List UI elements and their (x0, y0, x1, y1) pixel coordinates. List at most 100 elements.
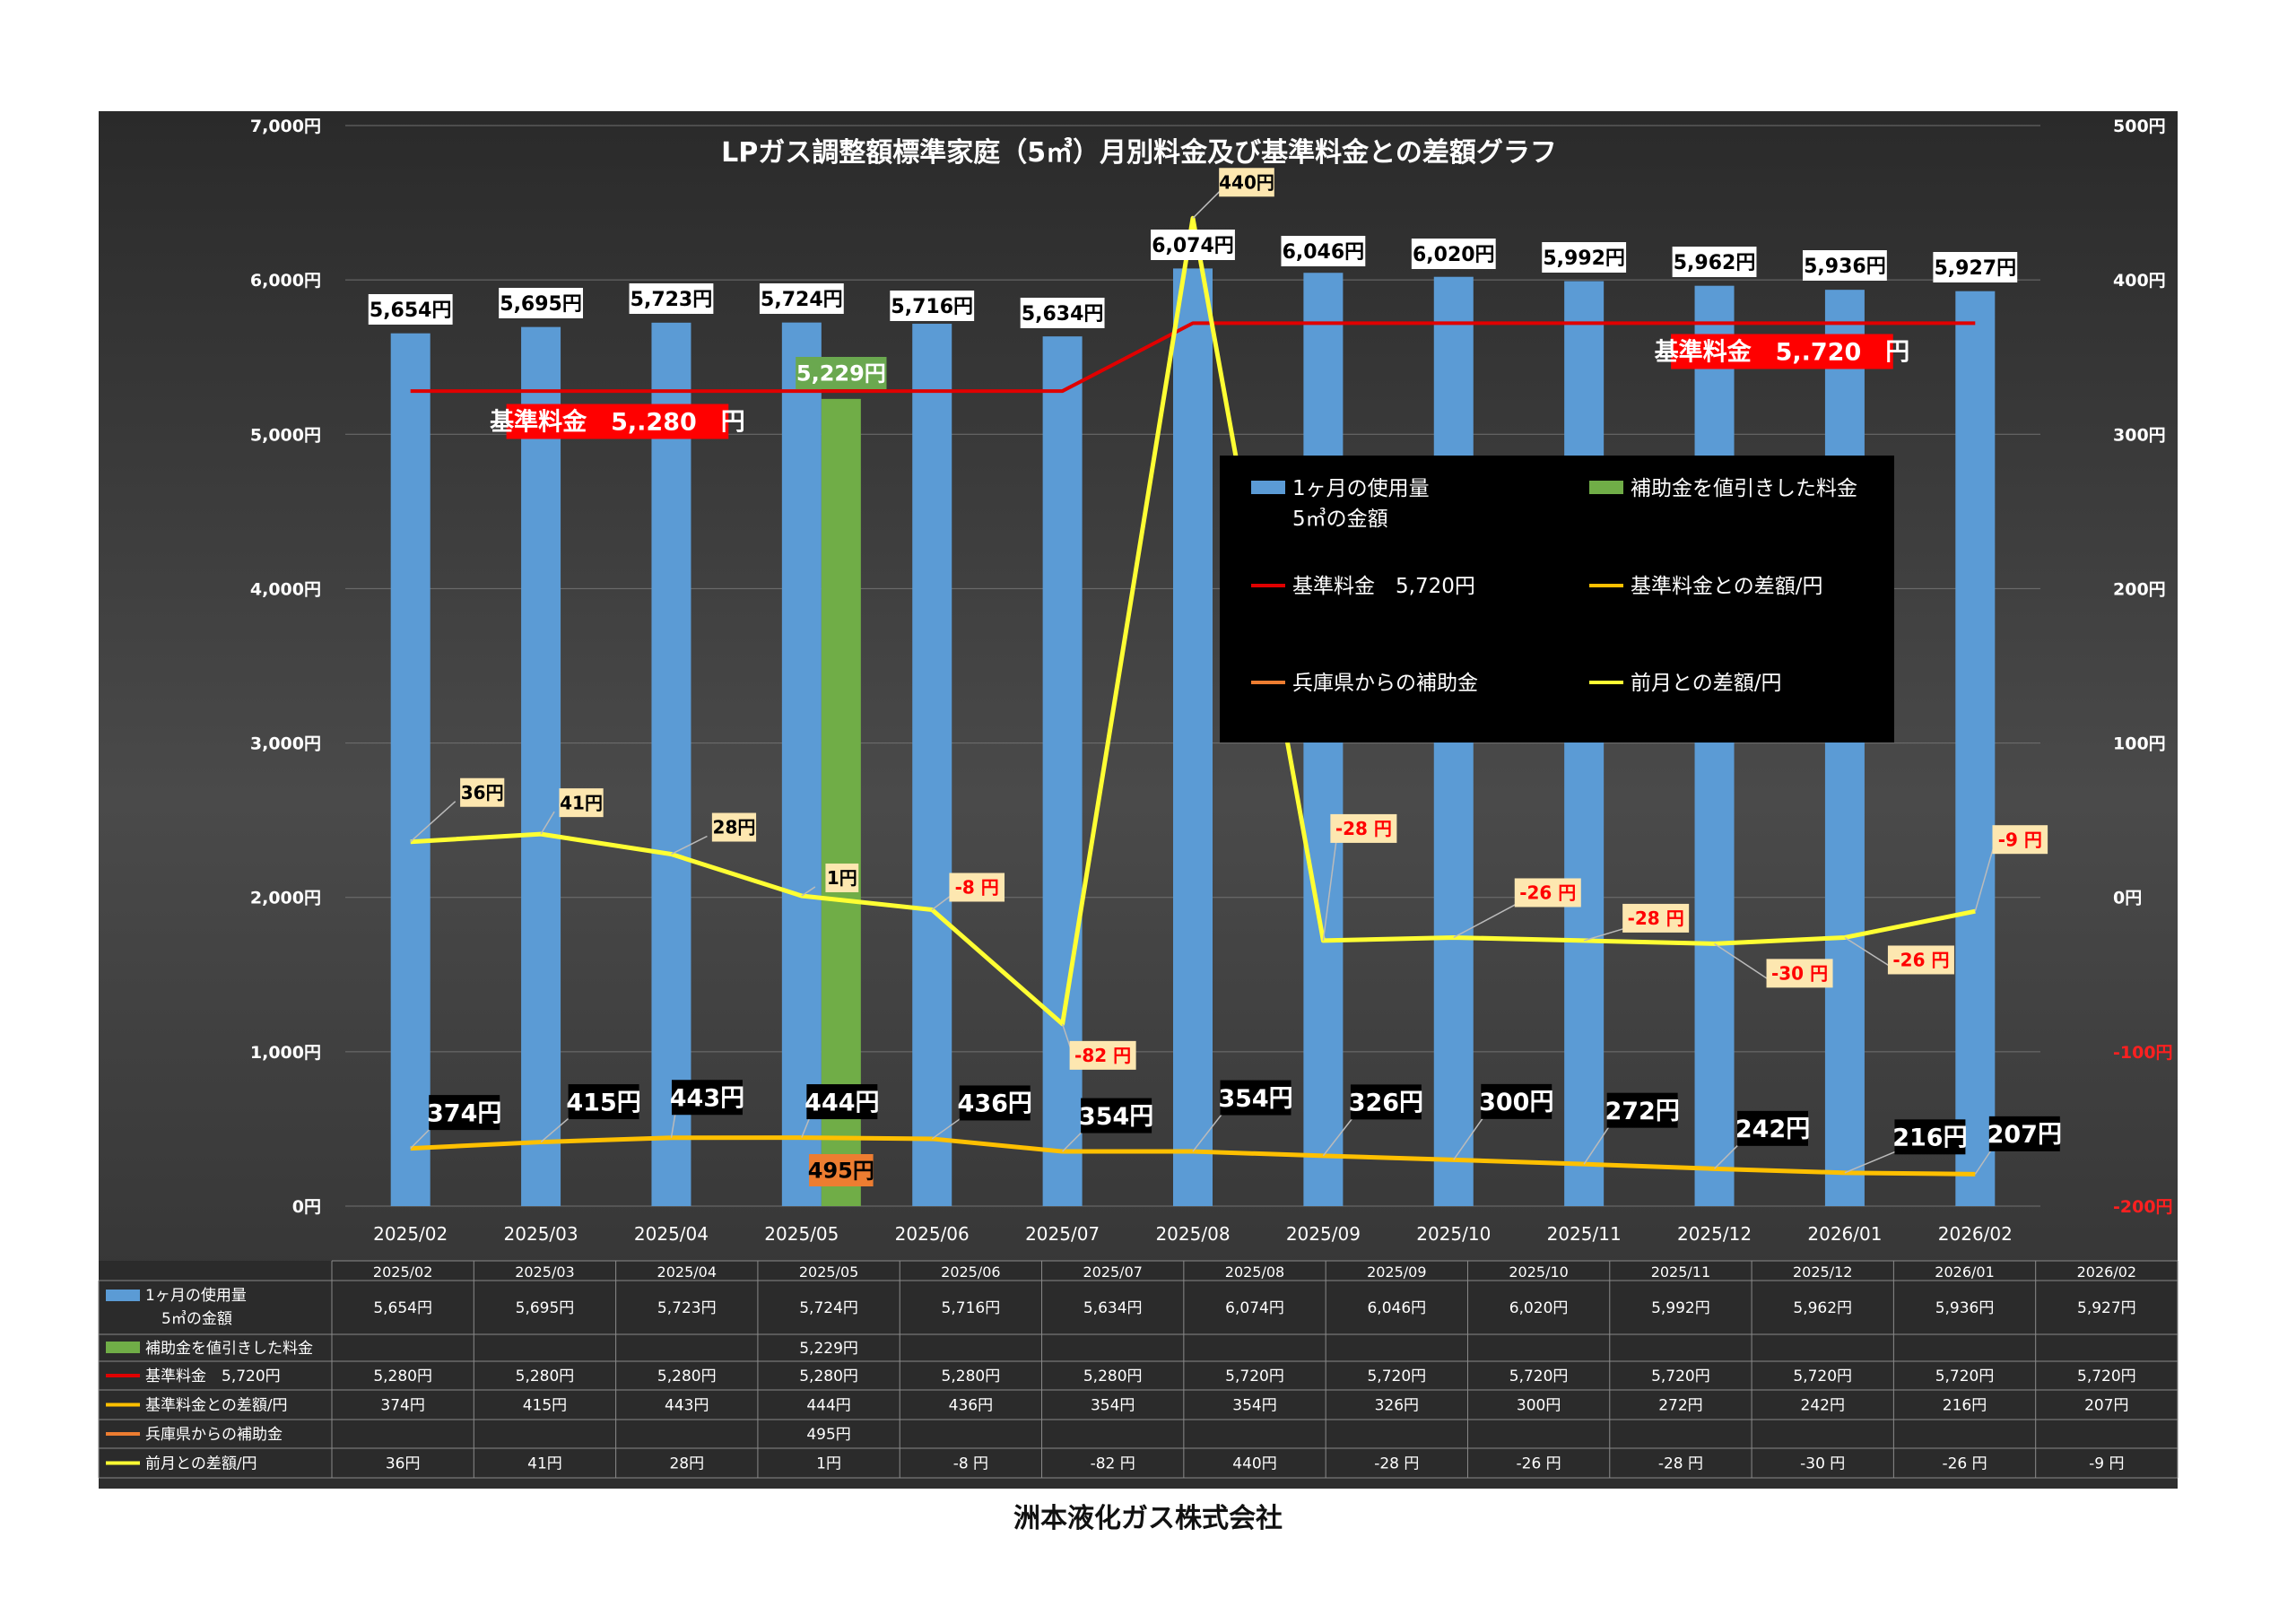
subsidized-data-label: 5,229円 (796, 357, 887, 389)
diff-from-prev-label: 41円 (559, 788, 604, 818)
table-cell: -82 円 (1091, 1455, 1135, 1473)
legend-item: 基準料金 5,720円 (1251, 575, 1475, 598)
svg-text:495円: 495円 (808, 1159, 874, 1184)
legend-item: 補助金を値引きした料金 (1589, 477, 1857, 500)
diff-from-base-label: 326円 (1349, 1084, 1423, 1120)
subsidy-data-label: 495円 (808, 1154, 874, 1186)
x-tick-label: 2026/01 (1807, 1223, 1882, 1245)
svg-text:-8 円: -8 円 (955, 877, 999, 899)
data-table (99, 1261, 2178, 1478)
svg-text:基準料金との差額/円: 基準料金との差額/円 (145, 1397, 288, 1415)
label-leader-line (1453, 900, 1522, 939)
label-leader-line (1714, 1141, 1743, 1169)
svg-text:436円: 436円 (958, 1090, 1032, 1118)
bar-data-label: 6,046円 (1281, 236, 1366, 266)
label-leader-line (1844, 1150, 1900, 1174)
table-cell: -9 円 (2089, 1455, 2124, 1473)
svg-text:前月との差額/円: 前月との差額/円 (145, 1455, 257, 1473)
table-cell: 5,280円 (799, 1368, 858, 1385)
label-leader-line (931, 1116, 964, 1140)
diff-from-prev-label: -82 円 (1069, 1040, 1136, 1070)
table-cell: 6,046円 (1367, 1299, 1426, 1317)
base-charge-annotation: 基準料金 5,.720 円 (1655, 334, 1909, 369)
table-cell: 5,634円 (1083, 1299, 1143, 1317)
table-cell: 5,720円 (1793, 1368, 1852, 1385)
bar-monthly-charge (912, 324, 952, 1206)
diff-from-base-label: 443円 (670, 1080, 744, 1116)
legend-item: 基準料金との差額/円 (1589, 575, 1823, 598)
diff-from-prev-label: -26 円 (1887, 945, 1954, 975)
chart-title: LPガス調整額標準家庭（5㎥）月別料金及び基準料金との差額グラフ (721, 137, 1557, 169)
svg-text:300円: 300円 (1479, 1089, 1553, 1116)
bar-monthly-charge (781, 322, 822, 1206)
y-left-tick-label: 2,000円 (250, 889, 321, 908)
svg-text:5,962円: 5,962円 (1674, 252, 1756, 274)
svg-text:1ヶ月の使用量: 1ヶ月の使用量 (1292, 477, 1430, 500)
bar-monthly-charge (651, 322, 691, 1206)
table-cell: 5,280円 (942, 1368, 1001, 1385)
svg-text:-82 円: -82 円 (1074, 1045, 1131, 1066)
svg-text:-30 円: -30 円 (1771, 963, 1828, 985)
table-cell: 443円 (665, 1397, 709, 1415)
table-cell: 5,936円 (1935, 1299, 1995, 1317)
label-leader-line (540, 811, 555, 835)
table-cell: 5,720円 (1367, 1368, 1426, 1385)
x-tick-label: 2025/11 (1547, 1223, 1622, 1245)
table-header-cell: 2025/10 (1509, 1264, 1568, 1281)
bar-data-label: 6,074円 (1151, 230, 1235, 260)
bar-subsidized-charge (821, 398, 861, 1206)
label-leader-line (1192, 1110, 1225, 1152)
svg-text:207円: 207円 (1987, 1121, 2062, 1149)
svg-text:443円: 443円 (670, 1084, 744, 1112)
table-cell: 5,992円 (1651, 1299, 1710, 1317)
svg-text:5,229円: 5,229円 (796, 361, 886, 386)
y-right-tick-label: -100円 (2113, 1043, 2173, 1063)
y-left-tick-label: 6,000円 (250, 271, 321, 291)
table-header-cell: 2025/04 (657, 1264, 717, 1281)
bar-data-label: 6,020円 (1411, 239, 1496, 269)
y-left-tick-label: 4,000円 (250, 579, 321, 599)
diff-from-prev-label: -28 円 (1330, 813, 1397, 843)
label-leader-line (931, 895, 951, 911)
svg-text:41円: 41円 (560, 792, 603, 813)
table-cell: 5,927円 (2077, 1299, 2136, 1317)
svg-text:5,716円: 5,716円 (891, 296, 973, 318)
table-cell: 354円 (1232, 1397, 1276, 1415)
diff-from-prev-label: 36円 (460, 777, 505, 807)
svg-text:基準料金 5,720円: 基準料金 5,720円 (145, 1368, 281, 1385)
table-header-cell: 2025/05 (799, 1264, 858, 1281)
table-cell: 28円 (669, 1455, 704, 1473)
x-tick-label: 2025/02 (373, 1223, 448, 1245)
svg-text:216円: 216円 (1892, 1125, 1967, 1152)
table-cell: 5,724円 (799, 1299, 858, 1317)
table-cell: 5,720円 (2077, 1368, 2136, 1385)
svg-text:兵庫県からの補助金: 兵庫県からの補助金 (1292, 672, 1478, 695)
diff-from-base-label: 354円 (1218, 1080, 1293, 1116)
diff-from-base-label: 242円 (1735, 1110, 1810, 1146)
table-cell: 300円 (1517, 1397, 1561, 1415)
bar-monthly-charge (1694, 285, 1735, 1206)
svg-text:前月との差額/円: 前月との差額/円 (1631, 672, 1782, 695)
svg-text:354円: 354円 (1079, 1103, 1153, 1131)
table-row: 補助金を値引きした料金 5,229円 (106, 1340, 858, 1358)
table-cell: 5,962円 (1793, 1299, 1852, 1317)
table-cell: 436円 (949, 1397, 993, 1415)
svg-text:-26 円: -26 円 (1892, 950, 1949, 971)
table-row: 基準料金との差額/円 374円 415円 443円 444円 436円 354円 354円 32… (106, 1397, 2129, 1415)
svg-text:基準料金 5,720円: 基準料金 5,720円 (1292, 575, 1475, 598)
svg-text:36円: 36円 (461, 782, 504, 803)
table-row: 前月との差額/円 36円 41円 28円 1円 -8 円 -82 円 440円 -28 円 -26… (106, 1455, 2125, 1473)
x-tick-label: 2025/03 (504, 1223, 578, 1245)
label-leader-line (410, 801, 457, 843)
diff-from-prev-label: 1円 (825, 863, 859, 892)
y-left-tick-label: 3,000円 (250, 734, 321, 754)
bar-monthly-charge (521, 326, 561, 1206)
table-cell: 6,020円 (1509, 1299, 1569, 1317)
bar-data-label: 5,936円 (1803, 250, 1887, 281)
table-header-cell: 2026/01 (1935, 1264, 1994, 1281)
table-header-cell: 2025/07 (1083, 1264, 1142, 1281)
legend-item: 1ヶ月の使用量 5㎥の金額 (1251, 477, 1430, 531)
table-cell: 5,720円 (1225, 1368, 1284, 1385)
y-right-tick-label: 100円 (2113, 734, 2166, 754)
table-row: 基準料金 5,720円 5,280円 5,280円 5,280円 5,280円 5,280… (106, 1368, 2136, 1385)
